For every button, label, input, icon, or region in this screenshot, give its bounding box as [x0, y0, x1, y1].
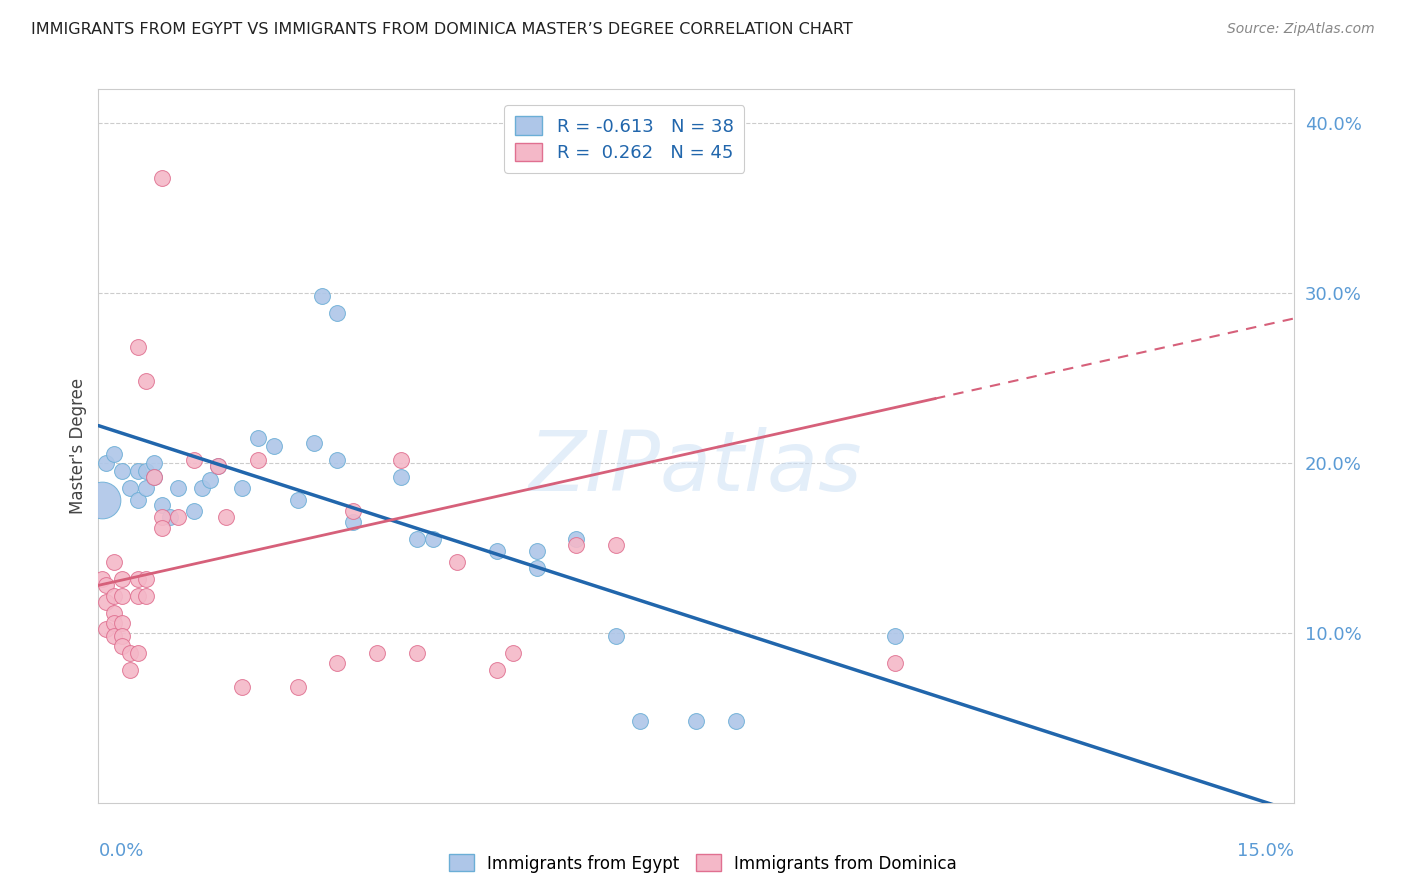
Point	[311, 289, 333, 303]
Point	[127, 341, 149, 355]
Point	[127, 589, 149, 603]
Point	[605, 537, 627, 551]
Point	[120, 663, 142, 677]
Point	[207, 459, 229, 474]
Point	[167, 482, 190, 496]
Point	[91, 572, 114, 586]
Point	[103, 448, 125, 462]
Point	[127, 572, 149, 586]
Point	[884, 657, 907, 671]
Point	[389, 469, 412, 483]
Point	[246, 452, 269, 467]
Point	[96, 456, 118, 470]
Legend: Immigrants from Egypt, Immigrants from Dominica: Immigrants from Egypt, Immigrants from D…	[441, 847, 965, 880]
Point	[231, 482, 253, 496]
Point	[103, 555, 125, 569]
Point	[111, 640, 134, 654]
Point	[127, 646, 149, 660]
Text: ZIPatlas: ZIPatlas	[529, 427, 863, 508]
Point	[884, 629, 907, 643]
Point	[389, 452, 412, 467]
Point	[191, 482, 214, 496]
Point	[127, 465, 149, 479]
Point	[135, 482, 157, 496]
Point	[91, 493, 114, 508]
Text: 0.0%: 0.0%	[98, 842, 143, 860]
Point	[167, 510, 190, 524]
Point	[287, 493, 309, 508]
Legend: R = -0.613   N = 38, R =  0.262   N = 45: R = -0.613 N = 38, R = 0.262 N = 45	[505, 105, 744, 173]
Point	[406, 646, 429, 660]
Point	[135, 572, 157, 586]
Point	[103, 629, 125, 643]
Point	[143, 456, 166, 470]
Point	[96, 578, 118, 592]
Point	[150, 520, 173, 534]
Point	[326, 657, 349, 671]
Point	[135, 589, 157, 603]
Point	[605, 629, 627, 643]
Point	[263, 439, 285, 453]
Point	[502, 646, 524, 660]
Point	[326, 306, 349, 320]
Point	[135, 375, 157, 389]
Point	[96, 595, 118, 609]
Point	[150, 170, 173, 185]
Point	[183, 452, 205, 467]
Point	[143, 469, 166, 483]
Point	[111, 629, 134, 643]
Y-axis label: Master's Degree: Master's Degree	[69, 378, 87, 514]
Point	[565, 533, 588, 547]
Point	[326, 452, 349, 467]
Point	[485, 663, 508, 677]
Point	[246, 430, 269, 444]
Point	[183, 503, 205, 517]
Point	[446, 555, 468, 569]
Point	[342, 516, 364, 530]
Point	[422, 533, 444, 547]
Text: 15.0%: 15.0%	[1236, 842, 1294, 860]
Point	[127, 493, 149, 508]
Point	[565, 537, 588, 551]
Point	[159, 510, 181, 524]
Point	[111, 589, 134, 603]
Point	[111, 572, 134, 586]
Point	[103, 606, 125, 620]
Point	[111, 465, 134, 479]
Point	[120, 482, 142, 496]
Point	[150, 499, 173, 513]
Text: IMMIGRANTS FROM EGYPT VS IMMIGRANTS FROM DOMINICA MASTER’S DEGREE CORRELATION CH: IMMIGRANTS FROM EGYPT VS IMMIGRANTS FROM…	[31, 22, 852, 37]
Point	[406, 533, 429, 547]
Point	[526, 544, 548, 558]
Point	[198, 473, 221, 487]
Point	[103, 615, 125, 630]
Point	[207, 459, 229, 474]
Point	[485, 544, 508, 558]
Point	[302, 435, 325, 450]
Point	[215, 510, 238, 524]
Point	[143, 469, 166, 483]
Point	[231, 680, 253, 694]
Point	[120, 646, 142, 660]
Point	[111, 615, 134, 630]
Point	[342, 503, 364, 517]
Point	[366, 646, 388, 660]
Point	[287, 680, 309, 694]
Point	[724, 714, 747, 729]
Point	[135, 465, 157, 479]
Point	[685, 714, 707, 729]
Text: Source: ZipAtlas.com: Source: ZipAtlas.com	[1227, 22, 1375, 37]
Point	[628, 714, 651, 729]
Point	[526, 561, 548, 575]
Point	[103, 589, 125, 603]
Point	[96, 623, 118, 637]
Point	[150, 510, 173, 524]
